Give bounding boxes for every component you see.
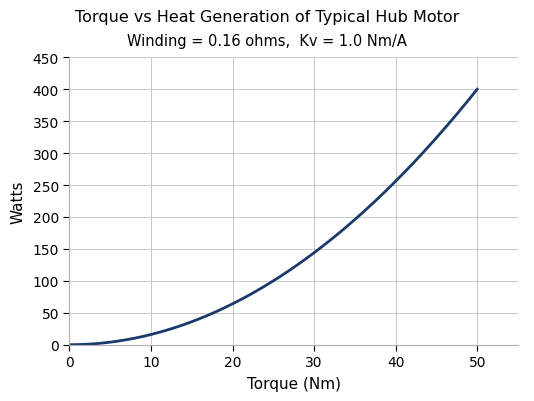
Text: Torque vs Heat Generation of Typical Hub Motor: Torque vs Heat Generation of Typical Hub… (75, 10, 459, 25)
X-axis label: Torque (Nm): Torque (Nm) (247, 376, 341, 391)
Text: Winding = 0.16 ohms,  Kv = 1.0 Nm/A: Winding = 0.16 ohms, Kv = 1.0 Nm/A (127, 34, 407, 49)
Y-axis label: Watts: Watts (11, 180, 26, 223)
